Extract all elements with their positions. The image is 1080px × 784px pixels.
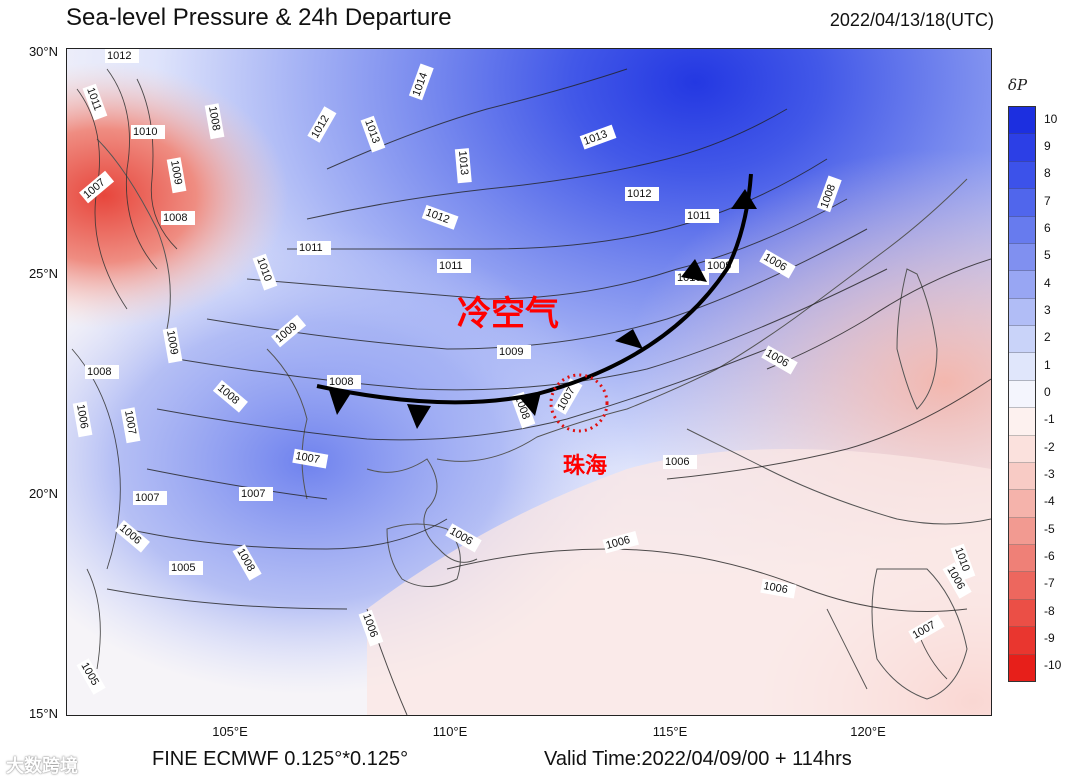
isobar-label: 1013 <box>456 150 470 175</box>
lon-label-120e: 120°E <box>850 724 886 739</box>
colorbar-cell <box>1009 627 1035 655</box>
cold-front-line <box>316 173 753 405</box>
colorbar-tick-label: -8 <box>1044 603 1055 618</box>
colorbar-cell <box>1009 408 1035 436</box>
colorbar-cell <box>1009 353 1035 381</box>
colorbar-cell <box>1009 654 1035 681</box>
colorbar-cell <box>1009 545 1035 573</box>
colorbar-cell <box>1009 462 1035 491</box>
lon-label-105e: 105°E <box>212 724 248 739</box>
isobar-label: 1006 <box>74 403 90 429</box>
colorbar-tick-label: -6 <box>1044 549 1055 563</box>
colorbar-cell <box>1009 189 1035 217</box>
lat-label-20n: 20°N <box>28 486 58 501</box>
colorbar-tick-label: 8 <box>1044 166 1051 181</box>
colorbar-cell <box>1009 298 1035 326</box>
watermark-logo: 大数跨境 <box>6 756 78 776</box>
colorbar-tick-label: 1 <box>1044 357 1051 372</box>
cold-front <box>316 173 757 429</box>
front-triangle <box>681 259 707 282</box>
map-title: Sea-level Pressure & 24h Departure <box>66 4 452 31</box>
colorbar-tick-label: -4 <box>1044 494 1055 509</box>
front-triangle <box>329 390 351 415</box>
isobar-label: 1012 <box>627 188 651 200</box>
isobar-labels: 1012 1011 1010 1007 1009 1008 1014 1012 … <box>72 49 976 695</box>
colorbar-cell <box>1009 326 1035 354</box>
isobar-label: 1006 <box>665 456 689 468</box>
colorbar-tick-label: 7 <box>1044 193 1051 208</box>
isobar-label: 1012 <box>107 50 131 62</box>
isobar-label: 1007 <box>241 488 265 500</box>
colorbar-tick-label: 3 <box>1044 303 1051 317</box>
colorbar-title: δP <box>1008 76 1028 94</box>
zhuhai-annotation: 珠海 <box>563 453 607 479</box>
front-triangle <box>731 189 757 209</box>
colorbar-cell <box>1009 599 1035 628</box>
colorbar-tick-label: 9 <box>1044 139 1051 153</box>
colorbar-cell <box>1009 572 1035 600</box>
colorbar-cell <box>1009 517 1035 545</box>
lon-label-115e: 115°E <box>652 724 688 739</box>
lat-label-30n: 30°N <box>28 44 58 59</box>
colorbar-tick-label: 5 <box>1044 248 1051 263</box>
colorbar-cell <box>1009 216 1035 244</box>
cold-air-annotation: 冷空气 <box>457 294 559 334</box>
valid-time-label: Valid Time:2022/04/09/00 + 114hrs <box>544 748 852 770</box>
zhuhai-marker-circle <box>549 373 609 433</box>
colorbar-tick-label: -10 <box>1044 658 1062 673</box>
colorbar-tick-label: 10 <box>1044 111 1058 126</box>
colorbar-tick-label: 4 <box>1044 275 1051 290</box>
isobar-label: 1008 <box>87 366 111 378</box>
colorbar-cell <box>1009 134 1035 162</box>
isobar-label: 1010 <box>133 126 157 138</box>
colorbar-tick-label: 6 <box>1044 221 1051 235</box>
colorbar-tick-label: -2 <box>1044 439 1055 454</box>
colorbar-cell <box>1009 161 1035 190</box>
isobar-label: 1009 <box>499 346 523 358</box>
colorbar-cell <box>1009 271 1035 299</box>
isobars <box>106 68 991 715</box>
map-canvas: 1012 1011 1010 1007 1009 1008 1014 1012 … <box>67 49 991 715</box>
colorbar <box>1008 106 1036 682</box>
colorbar-tick-label: -3 <box>1044 467 1055 481</box>
isobar-label: 1011 <box>439 260 463 272</box>
front-triangle <box>407 404 431 429</box>
lon-label-110e: 110°E <box>432 724 468 739</box>
data-source-label: FINE ECMWF 0.125°*0.125° <box>152 748 409 770</box>
front-triangle <box>615 329 643 349</box>
isobar-label: 1008 <box>163 212 187 224</box>
colorbar-tick-label: -1 <box>1044 412 1055 427</box>
colorbar-cell <box>1009 435 1035 463</box>
isobar-label: 1008 <box>206 105 222 131</box>
colorbar-cell <box>1009 243 1035 272</box>
colorbar-tick-label: 0 <box>1044 385 1051 399</box>
isobar-label: 1005 <box>171 562 195 574</box>
coastline <box>96 138 991 700</box>
colorbar-cell <box>1009 380 1035 409</box>
colorbar-tick-label: -9 <box>1044 631 1055 645</box>
timestamp: 2022/04/13/18(UTC) <box>829 10 994 30</box>
isobar-label: 1011 <box>299 242 323 254</box>
isobar-label: 1006 <box>762 580 788 596</box>
isobar-label: 1009 <box>168 159 184 185</box>
lat-label-25n: 25°N <box>28 266 58 281</box>
pressure-map: 1012 1011 1010 1007 1009 1008 1014 1012 … <box>66 48 992 716</box>
isobar-label: 1008 <box>329 376 353 388</box>
colorbar-tick-label: -5 <box>1044 521 1055 536</box>
isobar-label: 1011 <box>687 210 711 222</box>
colorbar-tick-label: -7 <box>1044 576 1055 591</box>
isobar-label: 1007 <box>122 409 138 435</box>
colorbar-tick-label: 2 <box>1044 330 1051 345</box>
colorbar-cell <box>1009 107 1035 135</box>
colorbar-cell <box>1009 490 1035 518</box>
lat-label-15n: 15°N <box>28 706 58 721</box>
isobar-label: 1009 <box>164 329 180 355</box>
front-triangle <box>519 392 541 416</box>
isobar-label: 1007 <box>135 492 159 504</box>
isobar-label: 1007 <box>294 450 320 466</box>
